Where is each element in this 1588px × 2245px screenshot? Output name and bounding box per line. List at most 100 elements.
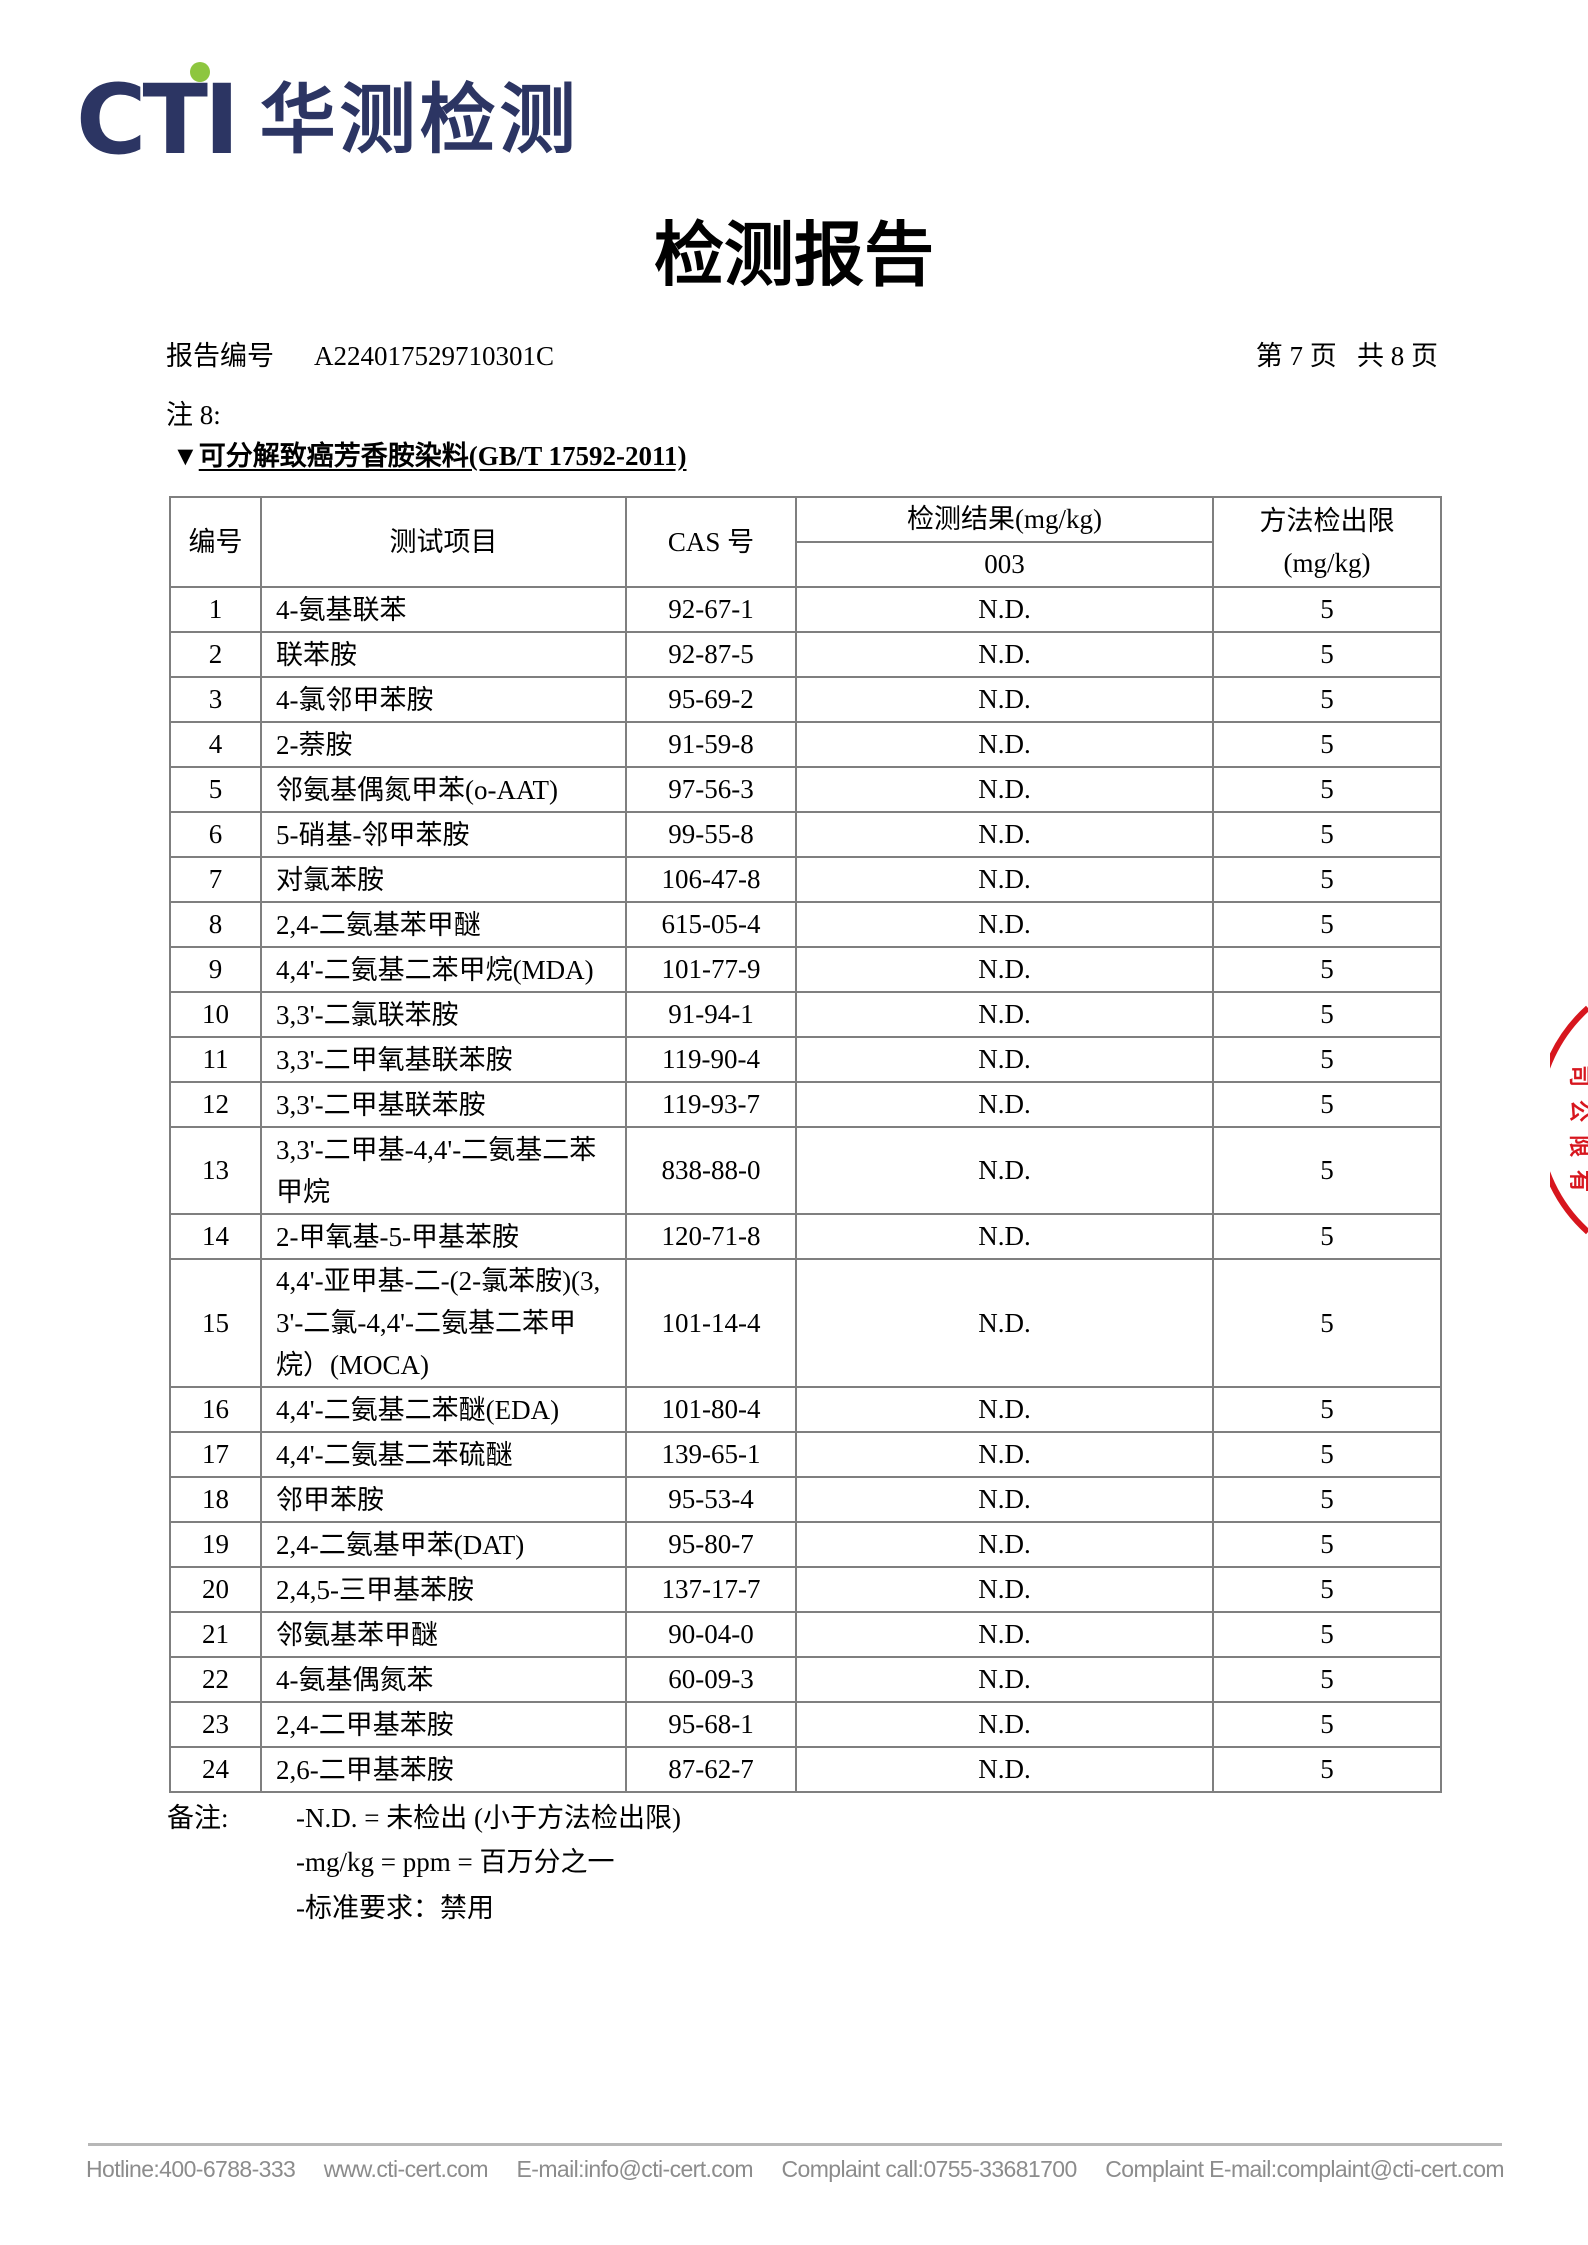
cell-mdl: 5 [1212, 856, 1442, 903]
cell-item: 2,6-二甲基苯胺 [260, 1746, 627, 1793]
cell-cas: 60-09-3 [625, 1656, 797, 1703]
cell-result: N.D. [795, 1746, 1214, 1793]
cell-item: 3,3'-二甲氧基联苯胺 [260, 1036, 627, 1083]
cell-item: 2,4,5-三甲基苯胺 [260, 1566, 627, 1613]
cell-item: 邻氨基苯甲醚 [260, 1611, 627, 1658]
table-row: 21 邻氨基苯甲醚 90-04-0 N.D. 5 [169, 1611, 1442, 1658]
cell-no: 8 [169, 901, 262, 948]
cell-result: N.D. [795, 1476, 1214, 1523]
cell-cas: 95-80-7 [625, 1521, 797, 1568]
cell-no: 2 [169, 631, 262, 678]
cell-no: 23 [169, 1701, 262, 1748]
cell-no: 1 [169, 586, 262, 633]
footer-website[interactable]: www.cti-cert.com [323, 2156, 489, 2182]
cell-no: 9 [169, 946, 262, 993]
cell-mdl: 5 [1212, 1521, 1442, 1568]
cell-item: 4-氯邻甲苯胺 [260, 676, 627, 723]
header-no: 编号 [169, 496, 262, 588]
footer-divider [88, 2143, 1502, 2146]
cell-no: 7 [169, 856, 262, 903]
cell-no: 24 [169, 1746, 262, 1793]
cell-item: 2,4-二氨基甲苯(DAT) [260, 1521, 627, 1568]
table-row: 14 2-甲氧基-5-甲基苯胺 120-71-8 N.D. 5 [169, 1213, 1442, 1260]
cell-result: N.D. [795, 1258, 1214, 1388]
cell-result: N.D. [795, 1431, 1214, 1478]
cell-result: N.D. [795, 586, 1214, 633]
cell-result: N.D. [795, 1656, 1214, 1703]
remark-line: -标准要求：禁用 [296, 1893, 494, 1923]
cell-no: 4 [169, 721, 262, 768]
section-title: 可分解致癌芳香胺染料(GB/T 17592-2011) [198, 441, 687, 471]
table-row: 20 2,4,5-三甲基苯胺 137-17-7 N.D. 5 [169, 1566, 1442, 1613]
cell-cas: 101-14-4 [625, 1258, 797, 1388]
cell-cas: 95-53-4 [625, 1476, 797, 1523]
cell-result: N.D. [795, 1701, 1214, 1748]
cell-cas: 137-17-7 [625, 1566, 797, 1613]
table-row: 10 3,3'-二氯联苯胺 91-94-1 N.D. 5 [169, 991, 1442, 1038]
remarks: 备注: -N.D. = 未检出 (小于方法检出限) -mg/kg = ppm =… [167, 1802, 681, 1923]
cell-result: N.D. [795, 811, 1214, 858]
cell-mdl: 5 [1212, 676, 1442, 723]
table-row: 18 邻甲苯胺 95-53-4 N.D. 5 [169, 1476, 1442, 1523]
cell-no: 10 [169, 991, 262, 1038]
cell-mdl: 5 [1212, 1036, 1442, 1083]
logo-brand: CTI [76, 64, 240, 176]
cell-cas: 95-69-2 [625, 676, 797, 723]
remark-line: -N.D. = 未检出 (小于方法检出限) [296, 1803, 681, 1833]
cell-cas: 838-88-0 [625, 1126, 797, 1215]
cell-no: 20 [169, 1566, 262, 1613]
cell-cas: 92-67-1 [625, 586, 797, 633]
footer-email[interactable]: E-mail:info@cti-cert.com [516, 2156, 754, 2182]
cell-item: 4,4'-亚甲基-二-(2-氯苯胺)(3,3'-二氯-4,4'-二氨基二苯甲烷）… [260, 1258, 627, 1388]
cell-cas: 87-62-7 [625, 1746, 797, 1793]
cell-item: 4,4'-二氨基二苯醚(EDA) [260, 1386, 627, 1433]
cell-cas: 615-05-4 [625, 901, 797, 948]
cell-mdl: 5 [1212, 1258, 1442, 1388]
cell-result: N.D. [795, 1521, 1214, 1568]
cell-result: N.D. [795, 1566, 1214, 1613]
cell-item: 邻氨基偶氮甲苯(o-AAT) [260, 766, 627, 813]
header-sample-id: 003 [795, 541, 1214, 588]
cell-no: 22 [169, 1656, 262, 1703]
report-number: 报告编号 A224017529710301C [166, 340, 554, 372]
footer-hotline: Hotline:400-6788-333 [86, 2156, 296, 2182]
page-title: 检测报告 [654, 214, 934, 296]
table-row: 3 4-氯邻甲苯胺 95-69-2 N.D. 5 [169, 676, 1442, 723]
cell-result: N.D. [795, 1081, 1214, 1128]
cell-result: N.D. [795, 766, 1214, 813]
section-heading: ▼可分解致癌芳香胺染料(GB/T 17592-2011) [172, 440, 687, 472]
footer: Hotline:400-6788-333 www.cti-cert.com E-… [86, 2156, 1505, 2183]
cell-result: N.D. [795, 1213, 1214, 1260]
stamp-char: 限 [1566, 1135, 1588, 1157]
cell-no: 21 [169, 1611, 262, 1658]
cell-no: 12 [169, 1081, 262, 1128]
cell-no: 14 [169, 1213, 262, 1260]
header-result: 检测结果(mg/kg) [795, 496, 1214, 543]
cell-cas: 139-65-1 [625, 1431, 797, 1478]
cell-cas: 97-56-3 [625, 766, 797, 813]
footer-complaint-email[interactable]: Complaint E-mail:complaint@cti-cert.com [1105, 2156, 1504, 2182]
cell-no: 16 [169, 1386, 262, 1433]
cell-mdl: 5 [1212, 1213, 1442, 1260]
cell-item: 2-萘胺 [260, 721, 627, 768]
cell-mdl: 5 [1212, 1701, 1442, 1748]
cell-no: 18 [169, 1476, 262, 1523]
cell-item: 4-氨基偶氮苯 [260, 1656, 627, 1703]
table-row: 13 3,3'-二甲基-4,4'-二氨基二苯甲烷 838-88-0 N.D. 5 [169, 1126, 1442, 1215]
table-row: 9 4,4'-二氨基二苯甲烷(MDA) 101-77-9 N.D. 5 [169, 946, 1442, 993]
table-row: 24 2,6-二甲基苯胺 87-62-7 N.D. 5 [169, 1746, 1442, 1793]
cell-result: N.D. [795, 1611, 1214, 1658]
cell-no: 5 [169, 766, 262, 813]
table-row: 5 邻氨基偶氮甲苯(o-AAT) 97-56-3 N.D. 5 [169, 766, 1442, 813]
cell-item: 3,3'-二甲基联苯胺 [260, 1081, 627, 1128]
cell-item: 4,4'-二氨基二苯硫醚 [260, 1431, 627, 1478]
cell-mdl: 5 [1212, 1746, 1442, 1793]
cell-item: 3,3'-二甲基-4,4'-二氨基二苯甲烷 [260, 1126, 627, 1215]
company-seal-stamp: 司 公 限 有 [1550, 1005, 1588, 1235]
table-row: 22 4-氨基偶氮苯 60-09-3 N.D. 5 [169, 1656, 1442, 1703]
logo-name-cn: 华测检测 [259, 75, 580, 164]
cell-mdl: 5 [1212, 1126, 1442, 1215]
cell-result: N.D. [795, 1386, 1214, 1433]
cell-no: 6 [169, 811, 262, 858]
stamp-char: 司 [1566, 1065, 1588, 1087]
